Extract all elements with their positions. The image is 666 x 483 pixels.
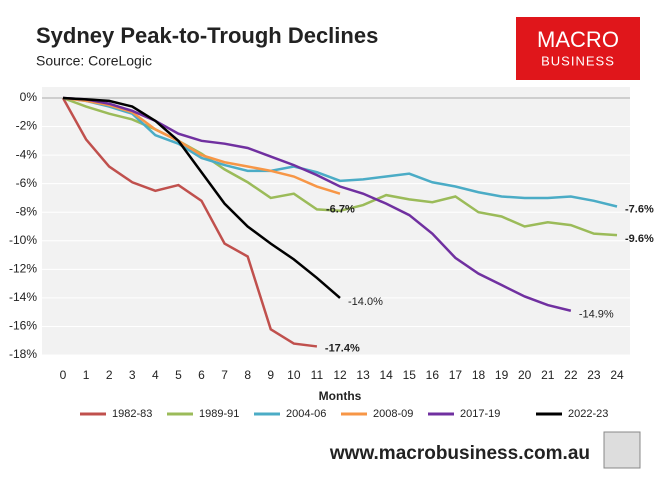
- x-tick-label: 6: [198, 368, 205, 382]
- series-line: [61, 97, 318, 348]
- y-tick-label: -10%: [9, 233, 37, 247]
- y-tick-label: -8%: [16, 204, 38, 218]
- y-tick-label: -6%: [16, 176, 38, 190]
- y-tick-label: -4%: [16, 147, 38, 161]
- x-tick-label: 11: [311, 368, 324, 382]
- legend-label: 1982-83: [112, 408, 152, 420]
- x-tick-label: 5: [175, 368, 182, 382]
- footer: www.macrobusiness.com.au: [329, 443, 590, 464]
- x-tick-label: 1: [83, 368, 90, 382]
- x-tick-label: 3: [129, 368, 136, 382]
- y-tick-label: 0%: [20, 90, 38, 104]
- x-tick-label: 0: [60, 368, 67, 382]
- x-tick-label: 9: [267, 368, 274, 382]
- series-line: [62, 96, 341, 195]
- logo-box: [516, 17, 640, 80]
- x-tick-label: 21: [541, 368, 555, 382]
- logo-text: BUSINESS: [541, 53, 615, 68]
- x-tick-label: 24: [610, 368, 624, 382]
- legend-label: 2008-09: [373, 408, 413, 420]
- logo-icon: [603, 431, 641, 469]
- x-tick-label: 14: [379, 368, 393, 382]
- x-tick-label: 2: [106, 368, 113, 382]
- chart-title: Sydney Peak-to-Trough Declines: [36, 23, 378, 48]
- x-tick-label: 22: [564, 368, 578, 382]
- x-tick-label: 23: [587, 368, 601, 382]
- x-axis-label: Months: [319, 389, 362, 403]
- legend-label: 2022-23: [568, 408, 608, 420]
- x-tick-label: 4: [152, 368, 159, 382]
- x-tick-label: 17: [449, 368, 463, 382]
- plot-area: [42, 87, 630, 355]
- x-tick-label: 12: [333, 368, 347, 382]
- logo-text: MACRO: [537, 27, 619, 52]
- x-tick-label: 19: [495, 368, 509, 382]
- x-tick-label: 16: [426, 368, 440, 382]
- y-tick-label: -16%: [9, 319, 37, 333]
- data-label: -9.6%: [625, 233, 654, 245]
- x-tick-label: 18: [472, 368, 486, 382]
- series-line: [62, 96, 618, 208]
- data-label: -6.7%: [326, 204, 355, 216]
- x-tick-label: 20: [518, 368, 532, 382]
- series-line: [62, 96, 341, 299]
- legend-label: 1989-91: [199, 408, 239, 420]
- data-label: -17.4%: [325, 342, 360, 354]
- data-label: -14.0%: [348, 296, 383, 308]
- y-tick-label: -14%: [9, 290, 37, 304]
- y-tick-label: -12%: [9, 262, 37, 276]
- data-label: -7.6%: [625, 203, 654, 215]
- data-label: -14.9%: [579, 309, 614, 321]
- x-tick-label: 15: [403, 368, 417, 382]
- legend-label: 2017-19: [460, 408, 500, 420]
- x-tick-label: 8: [244, 368, 251, 382]
- legend-label: 2004-06: [286, 408, 326, 420]
- x-tick-label: 13: [356, 368, 370, 382]
- y-tick-label: -18%: [9, 347, 37, 361]
- x-tick-label: 10: [287, 368, 301, 382]
- y-tick-label: -2%: [16, 119, 38, 133]
- x-tick-label: 7: [221, 368, 228, 382]
- chart-subtitle: Source: CoreLogic: [36, 53, 152, 69]
